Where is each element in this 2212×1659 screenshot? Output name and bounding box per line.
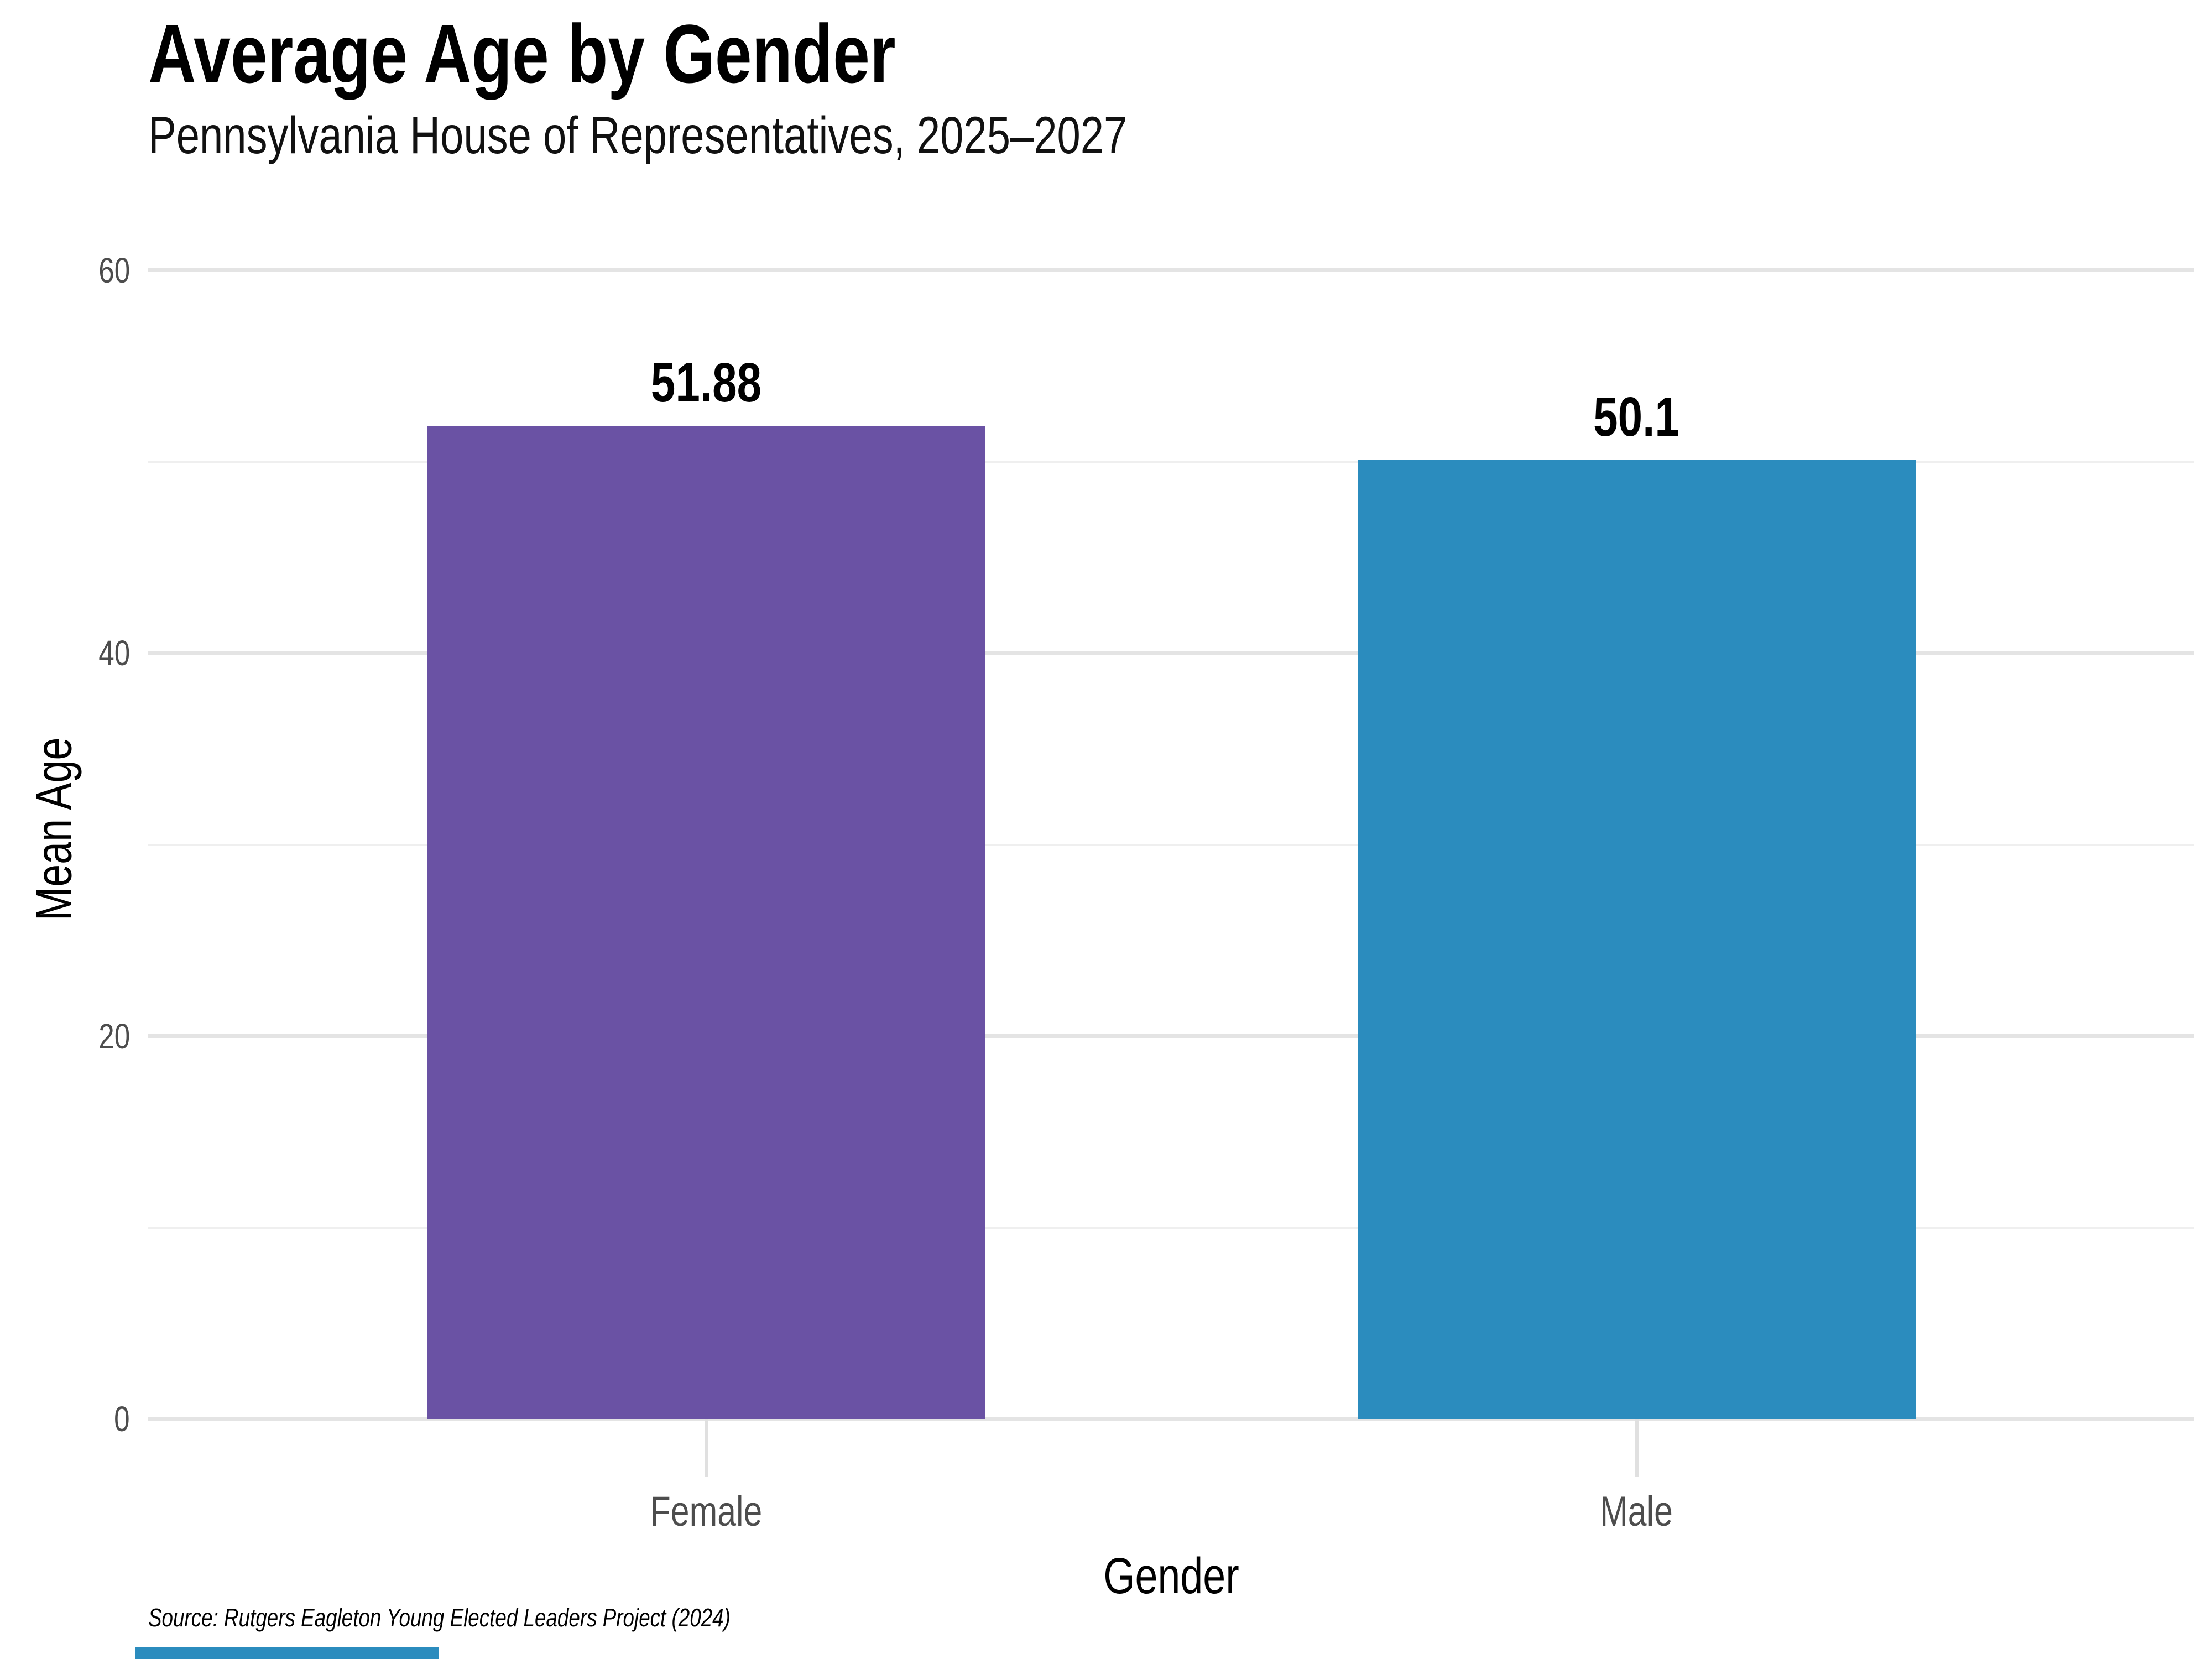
x-category-label-male: Male <box>1600 1488 1673 1535</box>
chart-title-text: Average Age by Gender <box>148 7 896 100</box>
gridline-major-0 <box>148 1417 2194 1421</box>
y-tick-label-text: 60 <box>98 251 130 291</box>
gridline-minor-50 <box>148 461 2194 463</box>
gridline-major-20 <box>148 1034 2194 1038</box>
y-tick-label-0: 0 <box>0 1399 130 1439</box>
gridline-major-60 <box>148 268 2194 273</box>
footer-accent-bar <box>135 1647 439 1659</box>
y-axis-title: Mean Age <box>25 737 82 921</box>
y-tick-label-20: 20 <box>0 1016 130 1057</box>
source-note: Source: Rutgers Eagleton Young Elected L… <box>148 1603 731 1632</box>
y-tick-label-text: 40 <box>98 633 130 674</box>
x-tick-mark-male <box>1635 1419 1639 1477</box>
bar-value-label-male: 50.1 <box>1593 385 1679 448</box>
bar-value-label-female: 51.88 <box>650 352 762 414</box>
y-tick-label-40: 40 <box>0 633 130 674</box>
x-axis-title: Gender <box>1103 1548 1239 1604</box>
plot-panel: 51.88 50.1 <box>148 232 2194 1421</box>
gridline-minor-30 <box>148 843 2194 846</box>
gridline-major-40 <box>148 651 2194 655</box>
y-tick-label-text: 20 <box>98 1016 130 1056</box>
y-tick-label-60: 60 <box>0 250 130 291</box>
x-category-label-female: Female <box>650 1488 763 1535</box>
bar-male <box>1357 460 1916 1419</box>
chart-subtitle-text: Pennsylvania House of Representatives, 2… <box>148 106 1128 165</box>
y-tick-label-text: 0 <box>114 1399 130 1439</box>
chart-title: Average Age by Gender <box>148 8 1082 100</box>
gridline-minor-10 <box>148 1226 2194 1229</box>
bar-female <box>427 426 985 1419</box>
x-tick-mark-female <box>705 1419 708 1477</box>
chart-subtitle: Pennsylvania House of Representatives, 2… <box>148 105 1372 166</box>
